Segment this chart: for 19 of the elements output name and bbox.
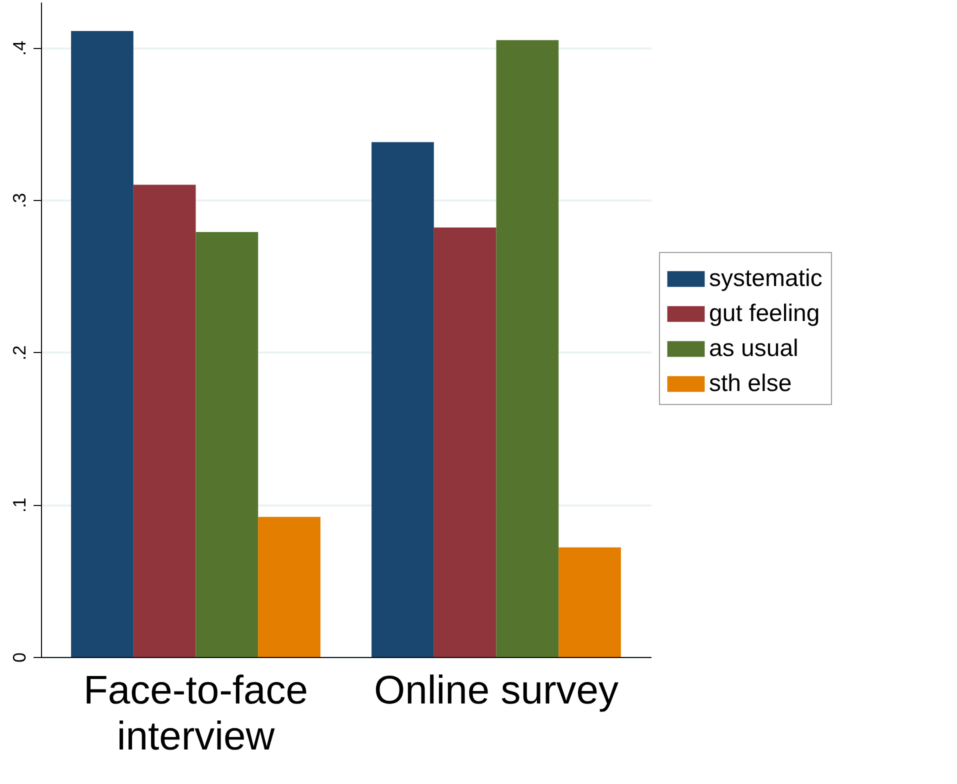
bar (372, 142, 434, 657)
y-tick-label: .4 (10, 40, 30, 56)
legend-label: gut feeling (709, 300, 820, 327)
legend-label: systematic (709, 265, 822, 292)
bar (196, 232, 258, 657)
legend-label: as usual (709, 335, 798, 362)
bar (71, 30, 134, 657)
bar (496, 40, 559, 657)
y-tick-label: .1 (10, 498, 30, 513)
x-tick-label: Face-to-face interview (83, 668, 308, 758)
bar (258, 516, 320, 657)
bar (434, 227, 496, 657)
bar (558, 547, 621, 657)
x-tick-label: Online survey (374, 668, 619, 712)
bar (133, 184, 196, 657)
y-tick-label: .3 (10, 193, 30, 208)
legend-label: sth else (709, 370, 792, 397)
y-tick-label: .2 (10, 345, 30, 360)
y-tick-label: 0 (10, 652, 30, 663)
